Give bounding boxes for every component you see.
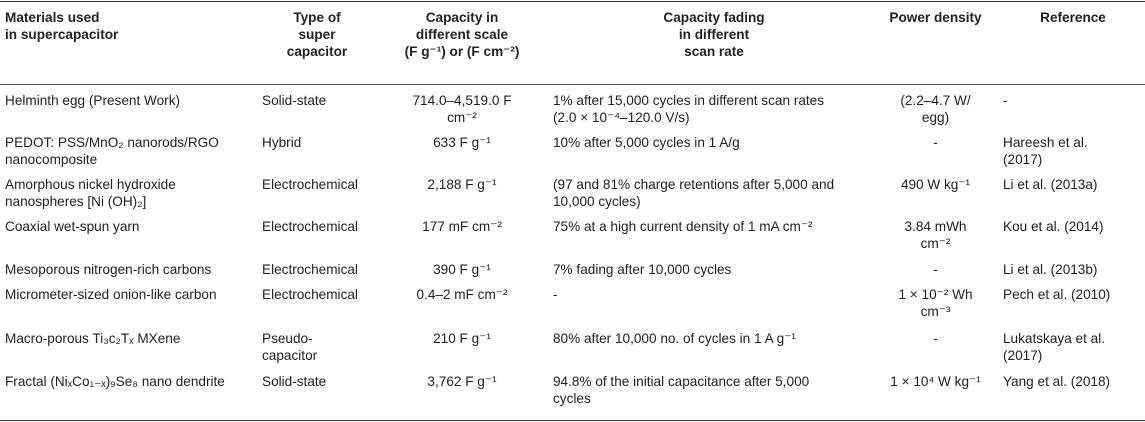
cell-capacity: 714.0–4,519.0 F cm⁻² <box>412 93 512 125</box>
cell-fading: 80% after 10,000 no. of cycles in 1 A g⁻… <box>553 331 796 346</box>
cell-material: PEDOT: PSS/MnO₂ nanorods/RGO nanocomposi… <box>5 135 219 167</box>
cell-reference: Li et al. (2013a) <box>1003 177 1098 192</box>
cell-material: Macro-porous Ti₃c₂Tₓ MXene <box>5 331 181 346</box>
cell-material: Micrometer-sized onion-like carbon <box>5 287 217 302</box>
cell-fading: (97 and 81% charge retentions after 5,00… <box>553 177 835 209</box>
bottom-rule <box>0 420 1145 421</box>
cell-reference: Lukatskaya et al. (2017) <box>1003 331 1106 363</box>
cell-capacity: 2,188 F g⁻¹ <box>427 177 497 192</box>
cell-reference: - <box>1003 93 1008 108</box>
cell-power: 3.84 mWh cm⁻² <box>904 219 967 251</box>
cell-capacity: 0.4–2 mF cm⁻² <box>416 287 508 302</box>
header-power-density: Power density <box>889 10 982 25</box>
cell-fading: 94.8% of the initial capacitance after 5… <box>553 374 810 406</box>
top-rule <box>0 1 1145 2</box>
cell-fading: 1% after 15,000 cycles in different scan… <box>553 93 825 125</box>
cell-power: 1 × 10⁴ W kg⁻¹ <box>890 374 981 389</box>
header-capacity: Capacity in different scale (F g⁻¹) or (… <box>404 10 520 59</box>
cell-type: Hybrid <box>262 135 302 150</box>
cell-material: Fractal (NiₓCo₁₋ₓ)₉Se₈ nano dendrite <box>5 374 225 389</box>
cell-capacity: 177 mF cm⁻² <box>422 219 502 234</box>
cell-type: Electrochemical <box>262 287 358 302</box>
cell-type: Solid-state <box>262 93 327 108</box>
cell-capacity: 633 F g⁻¹ <box>433 135 491 150</box>
cell-type: Pseudo- capacitor <box>262 331 318 363</box>
cell-reference: Pech et al. (2010) <box>1003 287 1111 302</box>
cell-capacity: 390 F g⁻¹ <box>433 262 491 277</box>
cell-reference: Yang et al. (2018) <box>1003 374 1111 389</box>
cell-power: (2.2–4.7 W/ egg) <box>900 93 971 125</box>
cell-type: Electrochemical <box>262 219 358 234</box>
cell-fading: 7% fading after 10,000 cycles <box>553 262 732 277</box>
cell-fading: 75% at a high current density of 1 mA cm… <box>553 219 813 234</box>
cell-power: - <box>933 331 938 346</box>
cell-reference: Hareesh et al. (2017) <box>1003 135 1088 167</box>
cell-material: Amorphous nickel hydroxide nanospheres [… <box>5 177 176 209</box>
header-reference: Reference <box>1040 10 1106 25</box>
cell-capacity: 3,762 F g⁻¹ <box>427 374 497 389</box>
cell-capacity: 210 F g⁻¹ <box>433 331 491 346</box>
cell-reference: Li et al. (2013b) <box>1003 262 1098 277</box>
cell-power: - <box>933 262 938 277</box>
cell-type: Solid-state <box>262 374 327 389</box>
cell-material: Helminth egg (Present Work) <box>5 93 181 108</box>
cell-type: Electrochemical <box>262 262 358 277</box>
header-type: Type of super capacitor <box>286 10 348 59</box>
cell-power: 490 W kg⁻¹ <box>900 177 971 192</box>
cell-material: Coaxial wet-spun yarn <box>5 219 140 234</box>
cell-type: Electrochemical <box>262 177 358 192</box>
cell-fading: 10% after 5,000 cycles in 1 A/g <box>553 135 740 150</box>
cell-fading: - <box>553 287 558 302</box>
cell-reference: Kou et al. (2014) <box>1003 219 1104 234</box>
cell-material: Mesoporous nitrogen-rich carbons <box>5 262 212 277</box>
cell-power: 1 × 10⁻² Wh cm⁻³ <box>898 287 973 319</box>
header-rule <box>0 84 1145 85</box>
header-fading: Capacity fading in different scan rate <box>663 10 765 59</box>
header-materials: Materials used in supercapacitor <box>5 10 119 42</box>
cell-power: - <box>933 135 938 150</box>
